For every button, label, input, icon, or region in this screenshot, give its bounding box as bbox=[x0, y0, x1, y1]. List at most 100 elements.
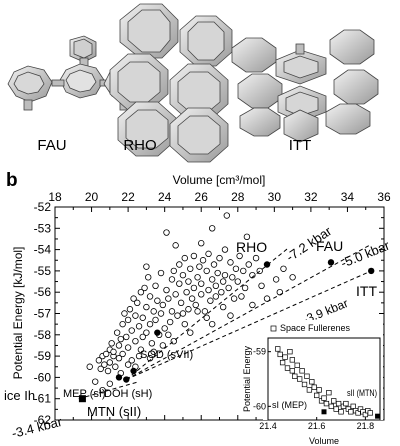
inset-x-tick-label: 21.6 bbox=[308, 421, 326, 431]
open-data-point bbox=[148, 340, 156, 347]
y-tick-label: -56 bbox=[34, 285, 52, 299]
open-data-point bbox=[179, 310, 187, 317]
inset-open-point bbox=[328, 403, 334, 409]
open-data-point bbox=[216, 254, 223, 262]
inset-open-point bbox=[335, 400, 342, 407]
inset-open-point bbox=[304, 373, 310, 379]
filled-data-point bbox=[130, 367, 137, 375]
open-data-point bbox=[212, 293, 220, 300]
open-data-point bbox=[117, 335, 124, 343]
inset-open-point bbox=[289, 368, 295, 374]
inset-open-point bbox=[343, 400, 349, 407]
inset-open-point bbox=[316, 387, 322, 393]
inset-open-point bbox=[279, 359, 286, 366]
open-data-point bbox=[198, 280, 205, 287]
inset-open-point bbox=[292, 373, 298, 379]
x-tick-label: 26 bbox=[195, 190, 209, 204]
open-data-point bbox=[163, 229, 170, 236]
open-data-point bbox=[238, 293, 245, 300]
inset-open-point bbox=[333, 406, 339, 412]
open-data-point bbox=[229, 274, 236, 281]
open-data-point bbox=[214, 269, 221, 277]
open-data-point bbox=[203, 314, 210, 321]
inset-filled-point bbox=[321, 409, 327, 415]
open-data-point bbox=[124, 316, 132, 324]
open-data-point bbox=[104, 367, 112, 375]
y-tick-label: -57 bbox=[34, 307, 52, 321]
inset-legend-label: Space Fullerenes bbox=[280, 323, 351, 333]
open-data-point bbox=[135, 323, 143, 330]
open-data-point bbox=[174, 312, 181, 319]
point-label: DOH (sH) bbox=[104, 388, 152, 400]
pressure-line bbox=[126, 270, 372, 380]
open-data-point bbox=[190, 252, 198, 260]
open-data-point bbox=[166, 318, 174, 326]
inset-open-point bbox=[314, 392, 320, 399]
open-data-point bbox=[212, 282, 220, 290]
inset-annotation: sI (MEP) bbox=[272, 400, 307, 410]
open-data-point bbox=[177, 299, 185, 307]
x-tick-label: 22 bbox=[121, 190, 135, 204]
open-data-point bbox=[130, 295, 137, 302]
open-data-point bbox=[219, 303, 227, 311]
x-tick-label: 32 bbox=[304, 190, 318, 204]
open-data-point bbox=[146, 293, 154, 300]
inset-x-tick-label: 21.8 bbox=[357, 421, 375, 431]
open-data-point bbox=[203, 267, 210, 275]
inset-y-tick-label: -59 bbox=[253, 347, 266, 357]
open-data-point bbox=[86, 363, 93, 370]
open-data-point bbox=[201, 308, 209, 315]
point-label: MEP (sI) bbox=[63, 388, 106, 400]
open-data-point bbox=[234, 278, 241, 285]
open-data-point bbox=[172, 291, 179, 298]
open-data-point bbox=[240, 267, 247, 275]
y-tick-label: -59 bbox=[34, 349, 52, 363]
open-data-point bbox=[198, 291, 205, 298]
point-label: FAU bbox=[316, 238, 343, 254]
y-axis-label: Potential Energy [kJ/mol] bbox=[11, 247, 25, 380]
inset-open-point bbox=[323, 400, 330, 407]
x-tick-label: 36 bbox=[377, 190, 391, 204]
inset-plot: 21.4 21.6 21.8 -59 -60 Space Fullerenes Volume… bbox=[242, 320, 383, 446]
y-tick-label: -60 bbox=[34, 370, 52, 384]
open-data-point bbox=[163, 286, 170, 294]
open-data-point bbox=[113, 329, 121, 336]
open-data-point bbox=[236, 252, 243, 260]
point-label: ITT bbox=[356, 283, 377, 299]
open-data-point bbox=[108, 340, 115, 347]
open-data-point bbox=[123, 333, 130, 341]
inset-open-point bbox=[301, 381, 308, 388]
open-data-point bbox=[126, 306, 134, 313]
open-data-point bbox=[252, 254, 260, 262]
inset-open-point bbox=[306, 387, 313, 393]
open-data-point bbox=[210, 261, 218, 268]
x-tick-label: 30 bbox=[268, 190, 282, 204]
open-data-point bbox=[139, 314, 146, 321]
inset-open-point bbox=[284, 365, 291, 371]
open-data-point bbox=[141, 284, 148, 292]
open-data-point bbox=[181, 320, 188, 328]
open-data-point bbox=[221, 246, 229, 253]
open-data-point bbox=[218, 289, 225, 296]
x-tick-label: 20 bbox=[85, 190, 99, 204]
point-label: ice Ih bbox=[4, 388, 35, 403]
x-tick-label: 18 bbox=[48, 190, 62, 204]
filled-data-point bbox=[368, 267, 375, 275]
open-data-point bbox=[199, 257, 207, 264]
y-tick-label: -52 bbox=[34, 200, 52, 214]
open-data-point bbox=[92, 378, 99, 385]
open-data-point bbox=[183, 289, 190, 296]
open-data-point bbox=[106, 359, 114, 366]
open-data-point bbox=[145, 274, 152, 281]
open-data-point bbox=[196, 263, 203, 270]
open-data-point bbox=[101, 361, 108, 368]
point-label: SOD (sVII) bbox=[140, 349, 193, 361]
open-data-point bbox=[181, 254, 188, 262]
inset-filled-point bbox=[375, 413, 381, 419]
open-data-point bbox=[146, 355, 154, 362]
inset-open-point bbox=[326, 390, 332, 396]
open-data-point bbox=[99, 386, 106, 394]
filled-data-point bbox=[327, 259, 335, 266]
open-data-point bbox=[152, 316, 159, 324]
